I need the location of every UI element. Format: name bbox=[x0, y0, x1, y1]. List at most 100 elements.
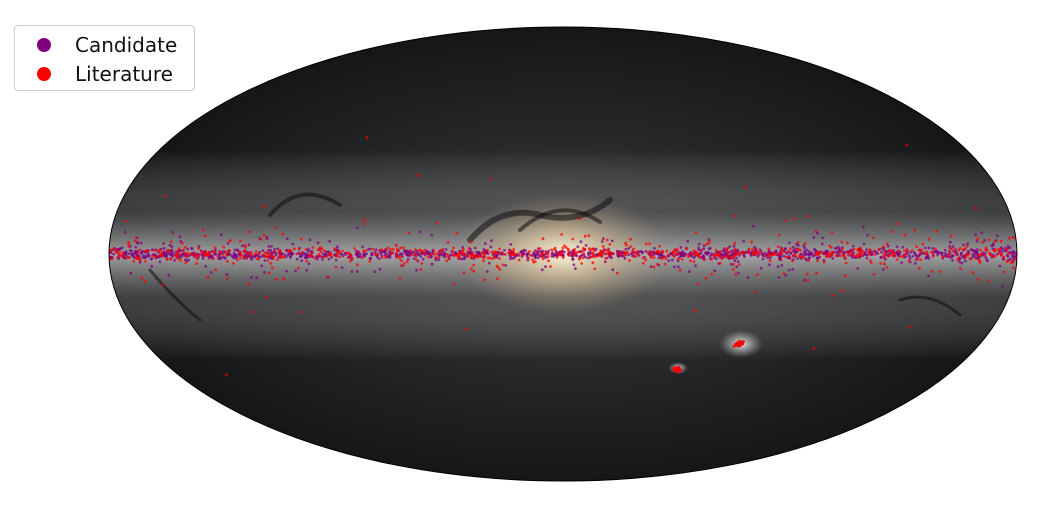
candidate-point bbox=[534, 254, 538, 257]
literature-point bbox=[948, 251, 952, 255]
candidate-point bbox=[871, 253, 874, 256]
literature-point bbox=[953, 249, 957, 253]
literature-point bbox=[974, 257, 978, 261]
literature-point bbox=[844, 274, 847, 278]
literature-point bbox=[925, 250, 928, 254]
literature-point bbox=[399, 246, 403, 250]
literature-point bbox=[648, 242, 651, 246]
literature-point bbox=[848, 253, 852, 257]
literature-point bbox=[783, 250, 786, 254]
candidate-point bbox=[759, 266, 763, 270]
literature-point bbox=[895, 222, 899, 226]
candidate-point bbox=[536, 252, 540, 256]
literature-point bbox=[266, 259, 270, 262]
candidate-point bbox=[935, 249, 939, 253]
literature-point bbox=[694, 231, 698, 235]
literature-point bbox=[905, 143, 909, 147]
literature-point bbox=[719, 250, 722, 253]
candidate-point bbox=[900, 261, 903, 265]
candidate-point bbox=[908, 256, 912, 260]
literature-point bbox=[345, 251, 349, 255]
candidate-point bbox=[702, 244, 706, 248]
literature-point bbox=[601, 252, 605, 256]
literature-point bbox=[750, 240, 753, 244]
candidate-point bbox=[300, 254, 304, 257]
literature-point bbox=[435, 221, 439, 225]
literature-point bbox=[384, 255, 388, 259]
candidate-point bbox=[600, 240, 604, 243]
candidate-point bbox=[1001, 284, 1004, 288]
candidate-point bbox=[791, 249, 795, 253]
literature-point bbox=[564, 246, 568, 249]
literature-point bbox=[693, 309, 697, 312]
literature-point bbox=[316, 248, 320, 252]
literature-point bbox=[733, 241, 737, 245]
candidate-point bbox=[430, 233, 434, 237]
literature-point bbox=[913, 228, 917, 232]
literature-point bbox=[550, 248, 554, 252]
candidate-point bbox=[922, 252, 926, 256]
literature-point bbox=[116, 256, 120, 259]
literature-point bbox=[517, 258, 521, 262]
literature-point bbox=[373, 252, 376, 256]
literature-point bbox=[753, 248, 757, 252]
literature-point bbox=[457, 251, 461, 255]
candidate-point bbox=[543, 255, 547, 259]
literature-point bbox=[128, 256, 132, 260]
candidate-point bbox=[766, 256, 769, 260]
literature-point bbox=[993, 239, 997, 243]
literature-point bbox=[1002, 270, 1006, 274]
candidate-point bbox=[294, 269, 297, 273]
literature-point bbox=[629, 245, 633, 248]
literature-point bbox=[495, 264, 499, 268]
candidate-point bbox=[951, 258, 954, 262]
literature-point bbox=[741, 341, 744, 345]
literature-point bbox=[395, 247, 399, 251]
literature-point bbox=[902, 254, 906, 258]
literature-point bbox=[429, 253, 433, 256]
literature-point bbox=[225, 253, 229, 257]
candidate-point bbox=[158, 260, 162, 264]
candidate-point bbox=[150, 264, 154, 268]
literature-point bbox=[549, 265, 552, 268]
candidate-point bbox=[865, 253, 869, 257]
candidate-point bbox=[909, 251, 912, 254]
literature-point bbox=[247, 282, 251, 285]
literature-point bbox=[329, 251, 333, 255]
literature-point bbox=[657, 250, 661, 254]
literature-point bbox=[180, 241, 184, 245]
literature-point bbox=[461, 249, 465, 253]
candidate-point bbox=[973, 255, 977, 259]
literature-point bbox=[822, 260, 826, 264]
literature-point bbox=[243, 249, 247, 252]
candidate-point bbox=[733, 259, 737, 263]
literature-point bbox=[496, 277, 499, 281]
literature-point bbox=[629, 237, 632, 241]
candidate-point bbox=[473, 246, 477, 250]
candidate-point bbox=[178, 235, 182, 239]
candidate-point bbox=[732, 244, 736, 248]
candidate-point bbox=[128, 249, 132, 252]
literature-point bbox=[554, 251, 558, 255]
candidate-point bbox=[895, 245, 899, 249]
candidate-point bbox=[270, 250, 273, 254]
literature-point bbox=[788, 256, 792, 259]
candidate-point bbox=[379, 251, 383, 255]
candidate-point bbox=[477, 252, 481, 255]
candidate-point bbox=[707, 247, 711, 251]
candidate-point bbox=[187, 258, 191, 262]
literature-point bbox=[197, 246, 201, 250]
candidate-point bbox=[305, 256, 309, 260]
candidate-point bbox=[1006, 254, 1010, 258]
literature-point bbox=[616, 251, 620, 255]
candidate-point bbox=[777, 276, 781, 279]
candidate-point bbox=[809, 252, 812, 256]
literature-point bbox=[310, 254, 313, 258]
literature-point bbox=[222, 245, 226, 249]
literature-point bbox=[905, 248, 909, 251]
literature-point bbox=[325, 255, 328, 258]
literature-point bbox=[671, 250, 675, 254]
literature-point bbox=[127, 245, 131, 248]
literature-point bbox=[153, 255, 157, 259]
literature-point bbox=[441, 248, 445, 251]
